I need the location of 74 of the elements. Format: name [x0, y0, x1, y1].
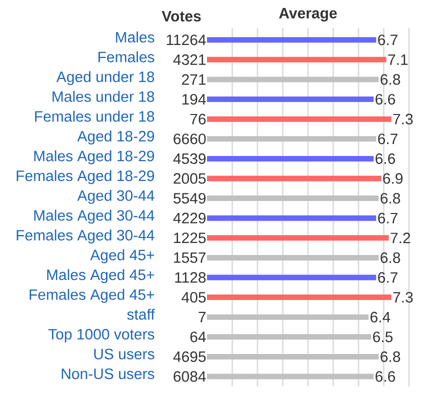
data-label: 6.7	[378, 212, 398, 224]
data-label: 7	[198, 312, 206, 322]
data-label: 6.8	[380, 192, 400, 204]
category-label: Aged under 18	[56, 71, 154, 86]
data-label: 1225	[174, 232, 206, 244]
bar	[207, 334, 372, 340]
bar	[207, 76, 379, 82]
data-label: 6.8	[380, 74, 400, 85]
data-label: 1557	[174, 252, 206, 263]
category-label: Males Aged 45+	[47, 269, 154, 284]
category-label: Males	[116, 32, 154, 43]
data-label: 6.8	[380, 351, 400, 362]
bar	[207, 374, 374, 380]
chart-title: Average	[279, 8, 337, 22]
data-label: 6.6	[376, 153, 396, 164]
data-label: 6.7	[378, 272, 398, 283]
category-label: Aged 30-44	[77, 190, 154, 204]
bar	[207, 56, 386, 62]
data-label: 405	[182, 292, 206, 303]
data-label: 6.6	[376, 371, 396, 382]
data-label: 7.3	[393, 292, 413, 303]
bar	[207, 196, 379, 202]
data-label: 194	[182, 94, 206, 105]
bar	[207, 176, 382, 182]
bar	[207, 96, 374, 102]
bar	[207, 156, 374, 162]
data-label: 4321	[173, 54, 206, 65]
data-label: 6.7	[378, 134, 398, 144]
category-label: Males Aged 30-44	[34, 210, 154, 224]
bar	[207, 294, 392, 300]
category-label: Females	[98, 51, 154, 62]
data-label: 4539	[173, 153, 206, 164]
data-label: 271	[182, 74, 206, 85]
data-label: 6.5	[373, 332, 393, 342]
category-label: Males under 18	[52, 90, 154, 102]
category-label: staff	[127, 308, 155, 320]
category-label: Males Aged 18-29	[34, 150, 154, 164]
category-label: Top 1000 voters	[48, 328, 154, 342]
category-label: Aged 45+	[90, 249, 154, 264]
data-label: 6.7	[378, 34, 398, 46]
category-label: Aged 18-29	[77, 130, 154, 144]
data-label: 6.6	[376, 94, 396, 105]
data-label: 6.9	[383, 173, 403, 184]
category-label: Females under 18	[35, 110, 154, 122]
bar	[207, 354, 379, 360]
category-label: Females Aged 30-44	[16, 230, 154, 244]
bar	[207, 215, 376, 221]
data-label: 7.1	[388, 54, 408, 65]
data-label: 4695	[173, 351, 206, 362]
category-label: Females Aged 45+	[30, 288, 154, 303]
bar	[207, 37, 376, 43]
category-label: Non-US users	[62, 368, 154, 380]
data-label: 11264	[166, 34, 206, 46]
data-label: 1128	[175, 272, 206, 283]
bar	[207, 116, 392, 122]
data-label: 7.3	[393, 114, 413, 124]
category-label: US users	[94, 348, 154, 360]
data-label: 6660	[174, 134, 206, 144]
bar	[207, 235, 389, 241]
data-label: 5549	[174, 192, 206, 204]
bar	[207, 314, 369, 320]
bar	[207, 136, 376, 142]
bar	[207, 274, 376, 280]
bar	[207, 254, 379, 260]
data-label: 6084	[174, 371, 206, 382]
data-label: 6.4	[370, 312, 390, 322]
data-label: 4229	[173, 212, 206, 224]
data-label: 7.2	[390, 232, 410, 244]
data-label: 64	[190, 332, 206, 342]
data-label: 6.8	[380, 252, 400, 263]
data-label: 76	[190, 114, 206, 124]
text: Votes	[162, 11, 201, 22]
category-label: Females Aged 18-29	[16, 170, 154, 184]
data-label: 2005	[174, 173, 206, 184]
